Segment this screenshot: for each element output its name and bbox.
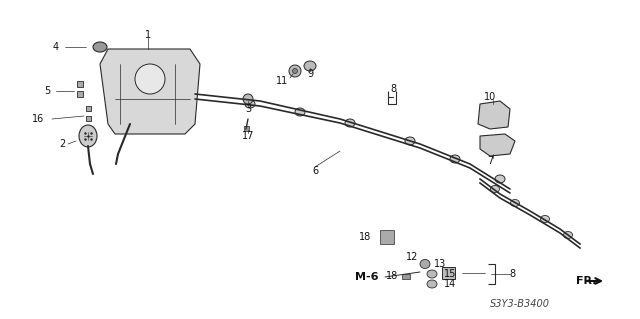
Ellipse shape — [304, 61, 316, 71]
Text: 18: 18 — [386, 271, 398, 281]
Text: 7: 7 — [487, 156, 493, 166]
Bar — [77, 81, 83, 87]
Text: S3Y3-B3400: S3Y3-B3400 — [490, 299, 550, 309]
Ellipse shape — [289, 65, 301, 77]
Bar — [86, 116, 91, 121]
Polygon shape — [442, 267, 455, 279]
Ellipse shape — [490, 186, 499, 192]
Text: 16: 16 — [32, 114, 44, 124]
Text: 3: 3 — [245, 104, 251, 114]
Polygon shape — [100, 49, 200, 134]
Text: 13: 13 — [434, 259, 446, 269]
Text: FR.: FR. — [576, 276, 596, 286]
Text: 1: 1 — [145, 30, 151, 40]
Text: 6: 6 — [312, 166, 318, 176]
Text: 9: 9 — [307, 69, 313, 79]
Ellipse shape — [93, 42, 107, 52]
Text: 10: 10 — [484, 92, 496, 102]
Text: 8: 8 — [509, 269, 515, 279]
Bar — [77, 91, 83, 97]
Polygon shape — [478, 101, 510, 129]
Bar — [244, 126, 249, 131]
Text: 17: 17 — [242, 131, 254, 141]
Text: 15: 15 — [444, 269, 456, 279]
Ellipse shape — [427, 280, 437, 288]
Text: 5: 5 — [44, 86, 50, 96]
Bar — [86, 106, 91, 111]
Text: 2: 2 — [59, 139, 65, 149]
Ellipse shape — [292, 69, 298, 73]
Ellipse shape — [541, 216, 550, 222]
Ellipse shape — [345, 119, 355, 127]
Text: 11: 11 — [276, 76, 288, 86]
Ellipse shape — [563, 232, 573, 239]
Ellipse shape — [243, 94, 253, 104]
Ellipse shape — [405, 137, 415, 145]
Ellipse shape — [245, 100, 255, 108]
Text: 8: 8 — [390, 84, 396, 94]
Ellipse shape — [295, 108, 305, 116]
Text: 4: 4 — [53, 42, 59, 52]
Text: 18: 18 — [359, 232, 371, 242]
Polygon shape — [480, 134, 515, 156]
Ellipse shape — [450, 155, 460, 163]
Ellipse shape — [420, 259, 430, 269]
Circle shape — [135, 64, 165, 94]
Text: 12: 12 — [406, 252, 418, 262]
Bar — [402, 274, 410, 279]
Ellipse shape — [427, 270, 437, 278]
Bar — [380, 230, 394, 244]
Text: 14: 14 — [444, 279, 456, 289]
Ellipse shape — [79, 125, 97, 147]
Ellipse shape — [495, 175, 505, 183]
Text: M-6: M-6 — [355, 272, 378, 282]
Ellipse shape — [511, 199, 520, 206]
